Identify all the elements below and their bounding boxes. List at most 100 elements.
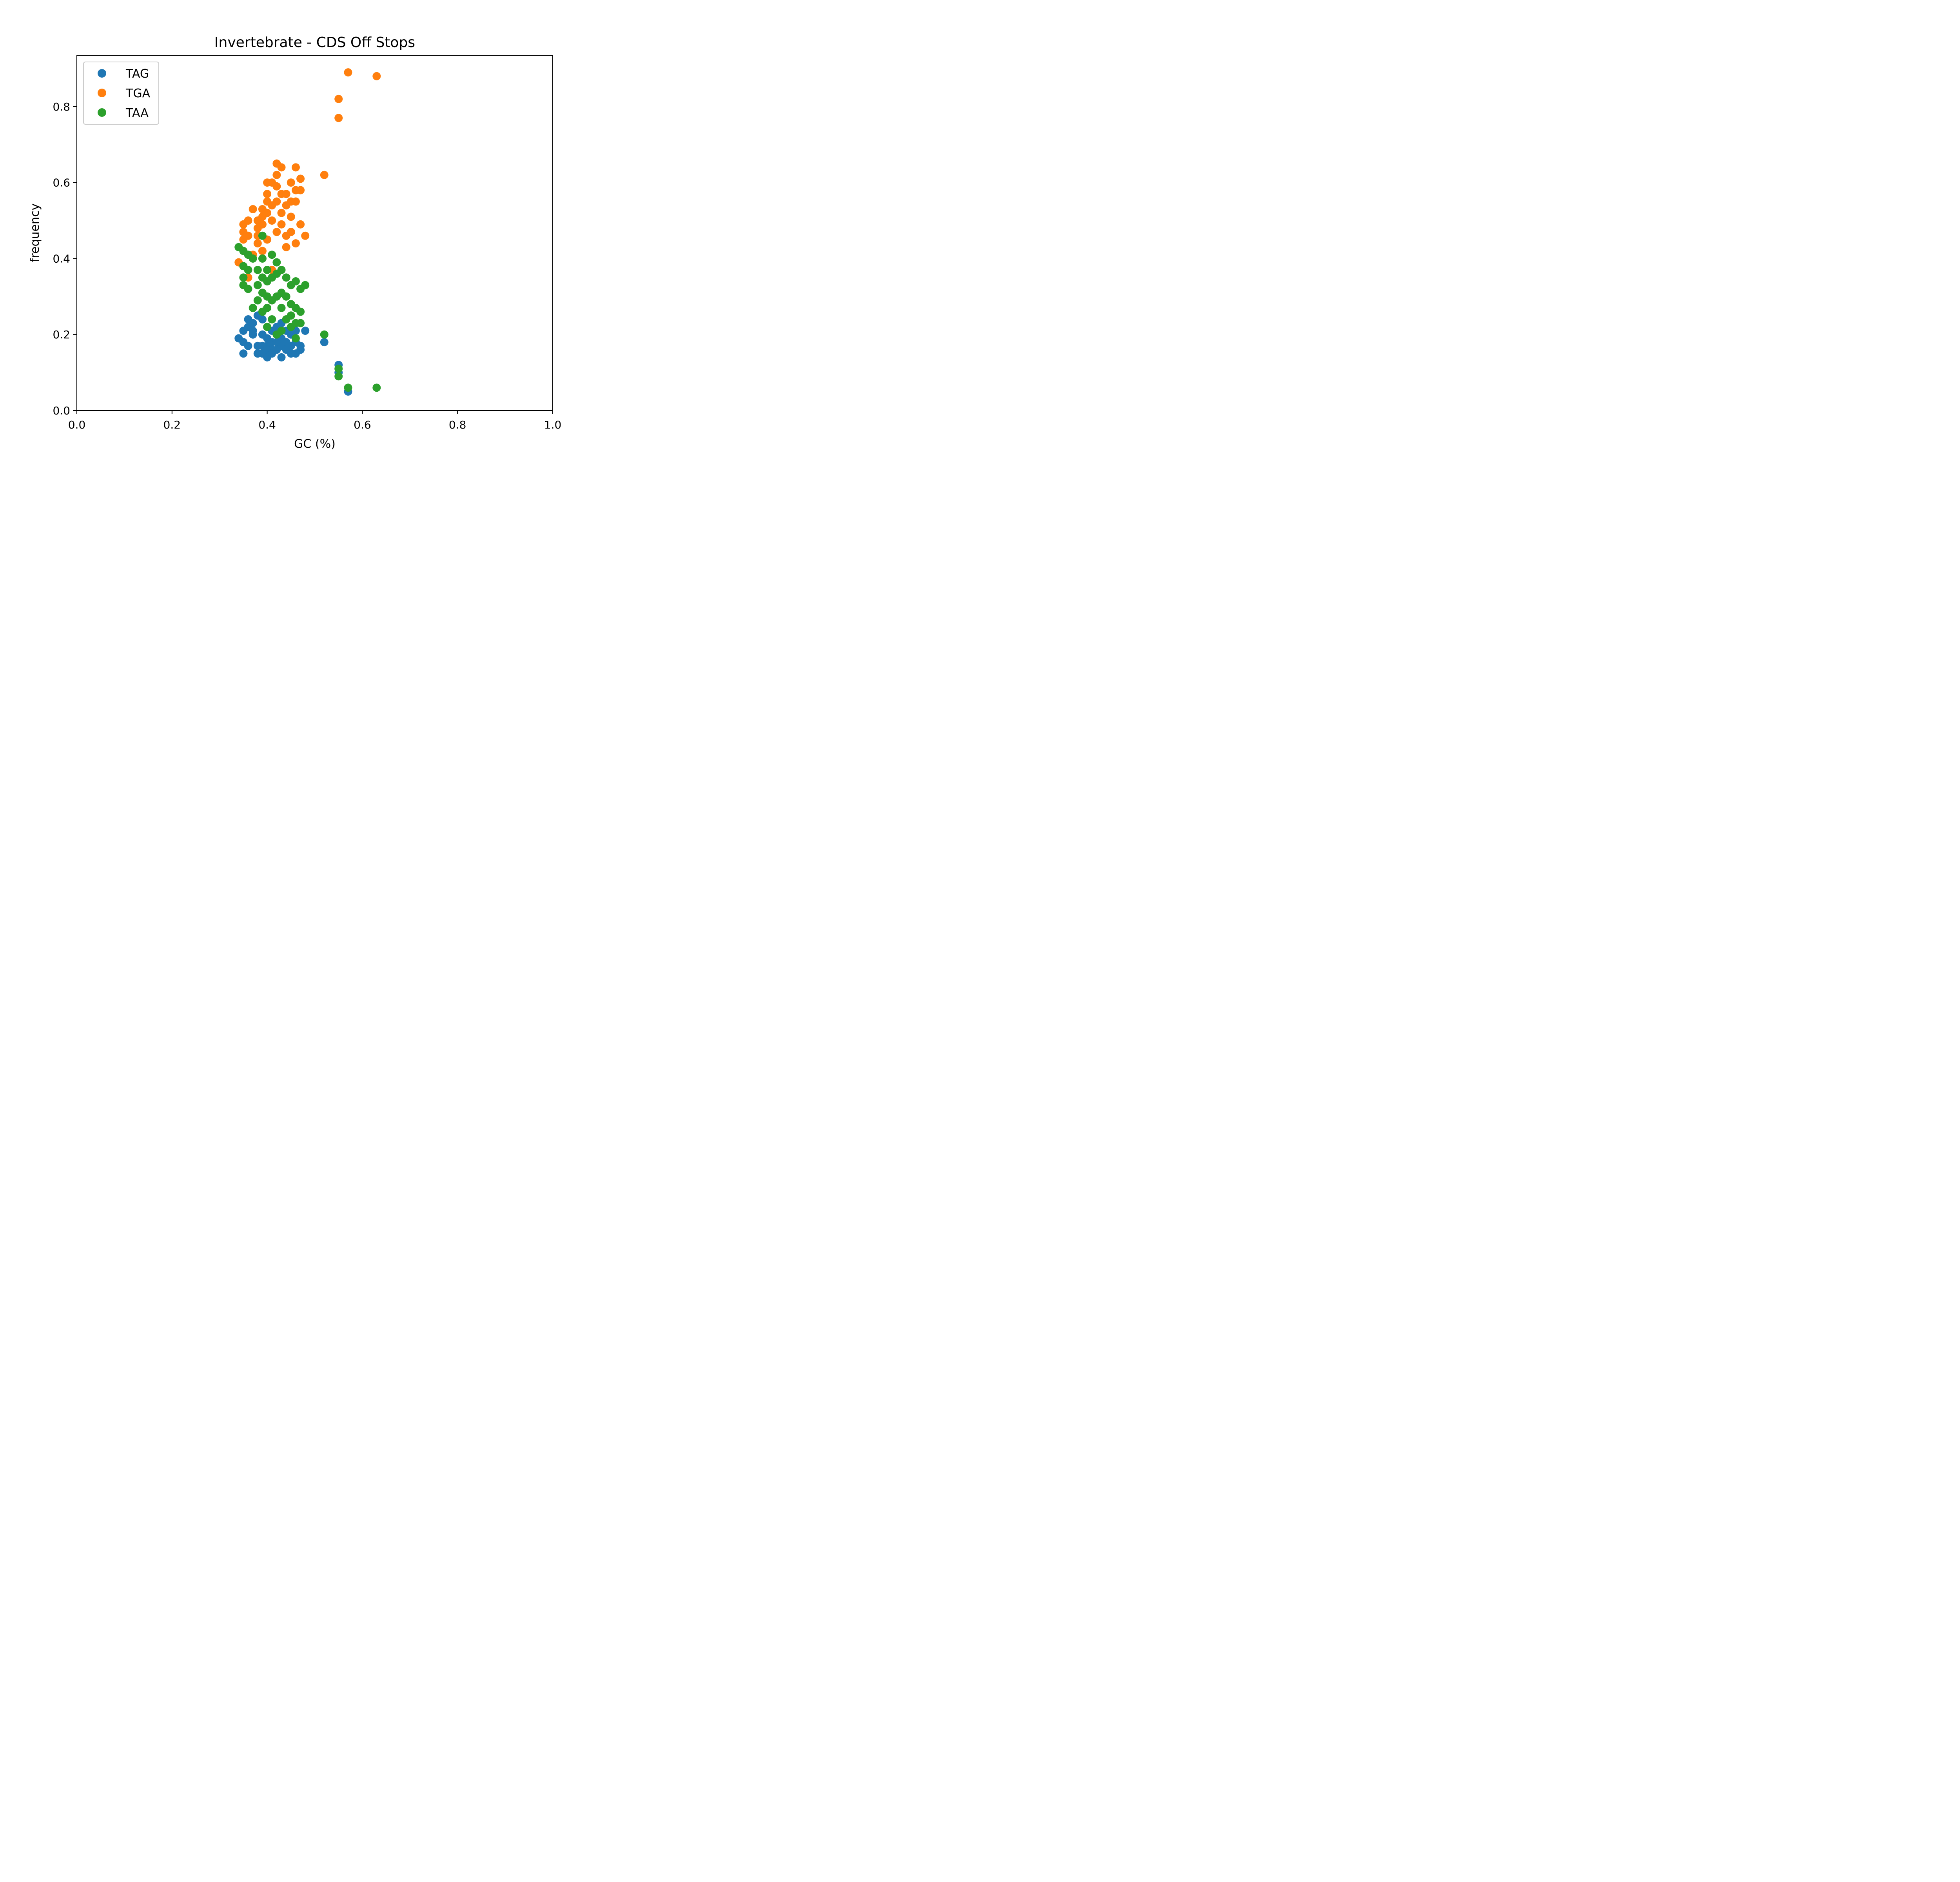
point-tag — [244, 342, 252, 350]
point-tga — [263, 190, 272, 198]
scatter-chart: Invertebrate - CDS Off Stops 0.0 0.2 0.4 0.… — [0, 0, 606, 454]
point-tga — [344, 68, 352, 77]
point-tga — [272, 171, 281, 179]
point-tga — [291, 163, 300, 172]
point-tga — [277, 220, 286, 229]
point-taa — [301, 281, 310, 289]
x-tick-label: 0.4 — [258, 418, 276, 431]
point-tga — [268, 216, 276, 225]
point-taa — [244, 285, 252, 293]
y-tick-label: 0.2 — [53, 328, 70, 341]
point-tag — [296, 345, 305, 354]
x-tick-label: 0.8 — [449, 418, 466, 431]
point-taa — [258, 254, 267, 263]
point-taa — [244, 265, 252, 274]
legend-label-taa: TAA — [125, 106, 149, 120]
y-tick-label: 0.8 — [53, 100, 70, 113]
point-tga — [272, 228, 281, 236]
point-tga — [296, 174, 305, 183]
point-tga — [287, 178, 295, 187]
point-taa — [277, 327, 286, 335]
point-tga — [334, 114, 343, 122]
point-tga — [282, 243, 290, 251]
y-tick-label: 0.0 — [53, 404, 70, 417]
point-tga — [296, 220, 305, 229]
point-tga — [249, 205, 257, 213]
y-axis-ticks: 0.0 0.2 0.4 0.6 0.8 — [53, 100, 77, 417]
point-tag — [249, 319, 257, 327]
point-taa — [372, 383, 381, 392]
point-taa — [277, 265, 286, 274]
plot-frame — [76, 55, 553, 411]
point-taa — [263, 303, 272, 312]
point-taa — [253, 296, 262, 305]
point-taa — [334, 372, 343, 381]
x-tick-label: 0.6 — [354, 418, 371, 431]
point-tga — [258, 220, 267, 229]
point-tga — [272, 197, 281, 206]
point-tga — [320, 171, 328, 179]
point-taa — [296, 307, 305, 316]
point-tag — [301, 327, 310, 335]
chart-title: Invertebrate - CDS Off Stops — [214, 35, 415, 51]
point-taa — [282, 273, 290, 282]
point-tga — [291, 197, 300, 206]
point-tga — [258, 247, 267, 255]
point-taa — [268, 251, 276, 259]
point-tga — [372, 72, 381, 80]
x-axis-label: GC (%) — [294, 437, 336, 451]
point-taa — [344, 383, 352, 392]
point-tga — [244, 231, 252, 240]
x-tick-label: 0.0 — [68, 418, 86, 431]
legend: TAG TGA TAA — [83, 62, 159, 125]
point-tga — [301, 231, 310, 240]
point-tga — [277, 209, 286, 217]
point-taa — [249, 303, 257, 312]
point-tag — [239, 349, 248, 358]
point-taa — [334, 364, 343, 373]
legend-marker-taa — [98, 108, 106, 117]
point-tga — [277, 163, 286, 172]
point-tag — [277, 353, 286, 362]
point-tga — [253, 239, 262, 248]
legend-label-tag: TAG — [125, 67, 149, 81]
point-taa — [320, 330, 328, 339]
legend-label-tga: TGA — [125, 87, 151, 100]
point-tga — [244, 216, 252, 225]
point-taa — [263, 323, 272, 331]
point-taa — [291, 334, 300, 343]
point-taa — [268, 315, 276, 323]
point-taa — [239, 273, 248, 282]
x-tick-label: 1.0 — [544, 418, 562, 431]
point-taa — [282, 292, 290, 301]
legend-marker-tga — [98, 89, 106, 97]
legend-items: TAG TGA TAA — [98, 67, 151, 120]
point-taa — [249, 254, 257, 263]
point-taa — [258, 231, 267, 240]
point-taa — [272, 258, 281, 267]
point-tga — [282, 190, 290, 198]
point-tga — [287, 213, 295, 221]
point-taa — [291, 277, 300, 286]
y-axis-label: frequency — [28, 203, 42, 262]
point-taa — [263, 265, 272, 274]
point-tga — [263, 209, 272, 217]
point-tag — [249, 327, 257, 335]
point-taa — [253, 265, 262, 274]
point-tga — [334, 94, 343, 103]
x-axis-ticks: 0.0 0.2 0.4 0.6 0.8 1.0 — [68, 411, 562, 431]
y-tick-label: 0.4 — [53, 252, 70, 265]
point-tga — [287, 228, 295, 236]
point-tag — [320, 338, 328, 347]
point-taa — [287, 311, 295, 320]
point-taa — [253, 281, 262, 289]
point-taa — [296, 319, 305, 327]
legend-marker-tag — [98, 69, 106, 78]
point-tag — [258, 315, 267, 323]
point-taa — [277, 303, 286, 312]
point-tga — [291, 239, 300, 248]
series-taa — [234, 231, 381, 392]
x-tick-label: 0.2 — [163, 418, 181, 431]
point-tga — [272, 182, 281, 191]
point-tga — [296, 186, 305, 194]
